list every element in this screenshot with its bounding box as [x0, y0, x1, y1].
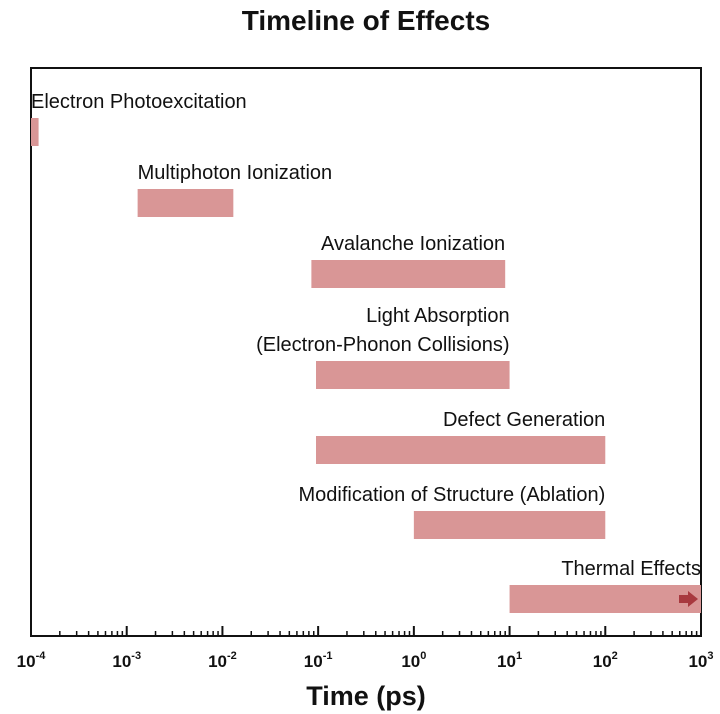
bars	[31, 118, 701, 613]
x-tick-exponent: -3	[131, 650, 141, 662]
x-tick-base: 10	[688, 652, 707, 671]
bar-label: Modification of Structure (Ablation)	[298, 484, 605, 506]
x-tick-label: 10-3	[112, 650, 141, 671]
x-axis-label: Time (ps)	[306, 681, 426, 711]
x-tick-base: 10	[401, 652, 420, 671]
x-tick-exponent: 1	[516, 650, 522, 662]
x-axis-tick-labels: 10-4 10-3 10-2 10-1 100 101 102 103	[17, 650, 714, 671]
x-tick-base: 10	[593, 652, 612, 671]
x-tick-label: 103	[688, 650, 713, 671]
bar-label: (Electron-Phonon Collisions)	[256, 334, 509, 356]
plot-frame	[30, 67, 702, 637]
bar-labels: Electron Photoexcitation Multiphoton Ioni…	[31, 91, 701, 580]
x-tick-exponent: -2	[227, 650, 237, 662]
bar-label: Multiphoton Ionization	[138, 162, 333, 184]
timeline-bar	[413, 511, 606, 539]
bar-label: Thermal Effects	[561, 558, 701, 580]
x-tick-exponent: 3	[707, 650, 713, 662]
x-tick-exponent: -1	[323, 650, 333, 662]
x-tick-label: 102	[593, 650, 618, 671]
timeline-bar	[31, 118, 39, 146]
x-tick-label: 10-4	[17, 650, 47, 671]
bar-label: Defect Generation	[443, 409, 605, 431]
x-tick-label: 10-2	[208, 650, 237, 671]
x-tick-exponent: 0	[420, 650, 426, 662]
timeline-bar	[509, 585, 701, 613]
x-tick-base: 10	[208, 652, 227, 671]
x-axis-ticks	[30, 626, 702, 636]
x-tick-exponent: 2	[612, 650, 618, 662]
x-tick-label: 100	[401, 650, 426, 671]
timeline-bar	[316, 436, 606, 464]
timeline-bar	[316, 361, 510, 389]
x-tick-base: 10	[112, 652, 131, 671]
chart-title: Timeline of Effects	[242, 5, 490, 36]
x-tick-base: 10	[304, 652, 323, 671]
x-tick-label: 10-1	[304, 650, 333, 671]
x-tick-base: 10	[497, 652, 516, 671]
x-tick-exponent: -4	[36, 650, 47, 662]
timeline-bar	[137, 189, 234, 217]
bar-label: Avalanche Ionization	[321, 233, 505, 255]
bar-label: Light Absorption	[366, 305, 509, 327]
x-tick-label: 101	[497, 650, 522, 671]
continuation-arrow-icon	[679, 591, 698, 607]
timeline-bar	[311, 260, 506, 288]
x-tick-base: 10	[17, 652, 36, 671]
bar-label: Electron Photoexcitation	[31, 91, 247, 113]
